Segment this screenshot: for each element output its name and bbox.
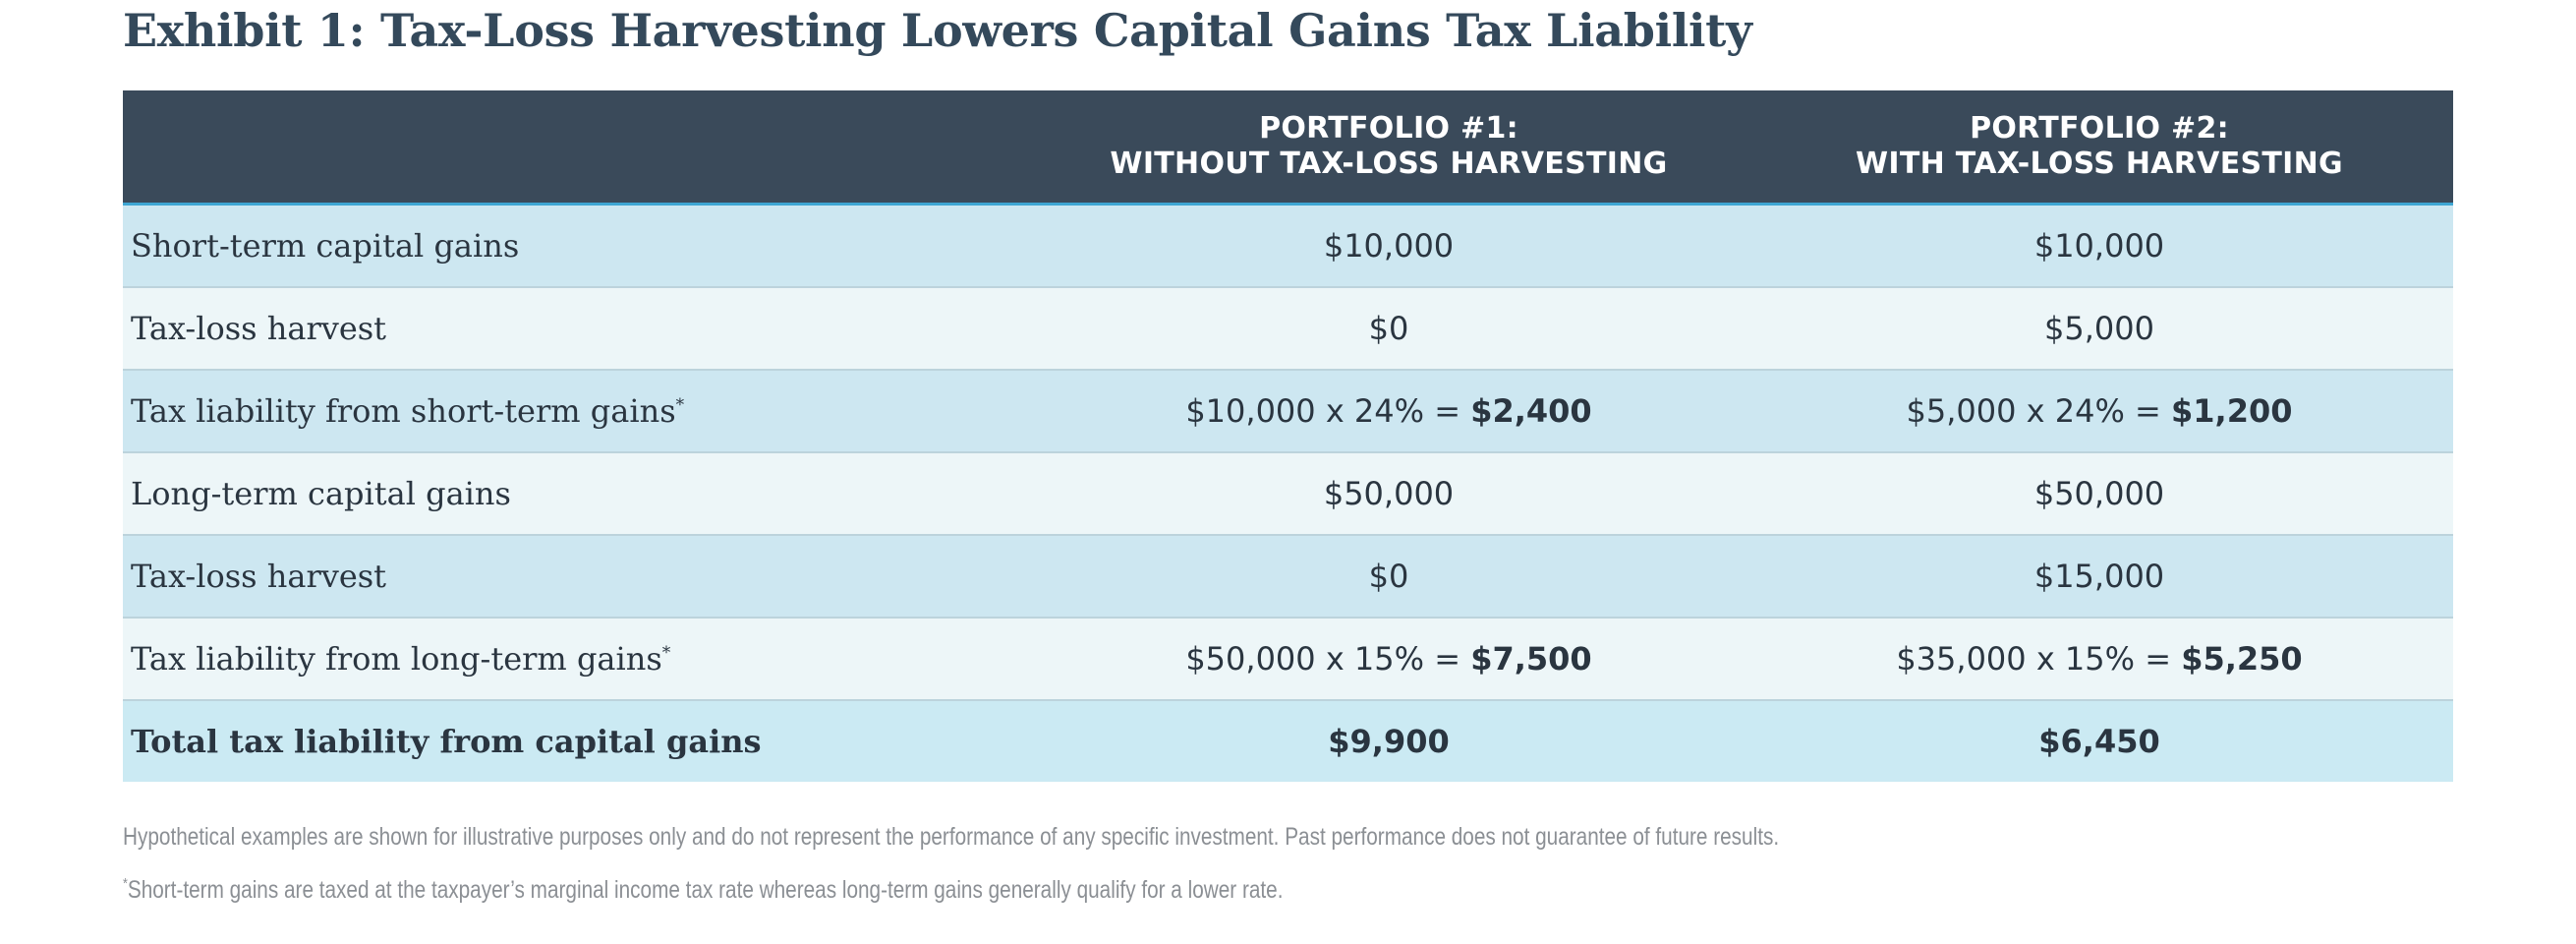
calc-result: $7,500 (1470, 640, 1592, 678)
header-portfolio-1-line-2: WITHOUT TAX-LOSS HARVESTING (1110, 147, 1668, 181)
portfolio-1-value: $50,000 (1032, 452, 1746, 536)
row-label-text: Tax liability from long-term gains (131, 640, 662, 678)
header-portfolio-2-line-1: PORTFOLIO #2: (1970, 111, 2229, 146)
portfolio-2-value: $5,000 (1746, 287, 2453, 371)
total-label: Total tax liability from capital gains (123, 700, 1032, 782)
exhibit: Exhibit 1: Tax-Loss Harvesting Lowers Ca… (123, 0, 2453, 908)
row-label: Long-term capital gains (123, 452, 1032, 536)
table-row: Tax-loss harvest $0 $5,000 (123, 287, 2453, 371)
row-label: Tax liability from long-term gains* (123, 618, 1032, 701)
footnote-marker: * (675, 395, 685, 415)
footnote: *Short-term gains are taxed at the taxpa… (123, 872, 2057, 908)
header-portfolio-1: PORTFOLIO #1: WITHOUT TAX-LOSS HARVESTIN… (1032, 90, 1746, 206)
portfolio-2-value: $50,000 (1746, 452, 2453, 536)
calc-expression: $10,000 x 24% = (1185, 392, 1461, 430)
table-row: Tax liability from long-term gains* $50,… (123, 618, 2453, 701)
table-header-row: PORTFOLIO #1: WITHOUT TAX-LOSS HARVESTIN… (123, 90, 2453, 206)
footnote-marker: * (661, 643, 671, 663)
calc-expression: $50,000 x 15% = (1185, 640, 1461, 678)
portfolio-1-total: $9,900 (1032, 700, 1746, 782)
row-label-text: Tax liability from short-term gains (131, 392, 676, 430)
calc-expression: $5,000 x 24% = (1906, 392, 2161, 430)
portfolio-2-value: $10,000 (1746, 204, 2453, 288)
calc-result: $1,200 (2171, 392, 2293, 430)
footnote-text: Short-term gains are taxed at the taxpay… (127, 876, 1284, 904)
row-label: Tax liability from short-term gains* (123, 370, 1032, 453)
portfolio-2-value: $15,000 (1746, 535, 2453, 619)
portfolio-1-value: $0 (1032, 287, 1746, 371)
portfolio-2-value: $5,000 x 24% = $1,200 (1746, 370, 2453, 453)
calc-result: $2,400 (1470, 392, 1592, 430)
portfolio-2-total: $6,450 (1746, 700, 2453, 782)
row-label: Tax-loss harvest (123, 287, 1032, 371)
table-total-row: Total tax liability from capital gains $… (123, 700, 2453, 782)
header-portfolio-1-line-1: PORTFOLIO #1: (1259, 111, 1518, 146)
table-row: Tax-loss harvest $0 $15,000 (123, 535, 2453, 619)
portfolio-1-value: $0 (1032, 535, 1746, 619)
portfolio-1-value: $10,000 x 24% = $2,400 (1032, 370, 1746, 453)
row-label: Short-term capital gains (123, 204, 1032, 288)
portfolio-1-value: $10,000 (1032, 204, 1746, 288)
header-portfolio-2-line-2: WITH TAX-LOSS HARVESTING (1856, 147, 2343, 181)
row-label: Tax-loss harvest (123, 535, 1032, 619)
portfolio-2-value: $35,000 x 15% = $5,250 (1746, 618, 2453, 701)
exhibit-title: Exhibit 1: Tax-Loss Harvesting Lowers Ca… (123, 4, 1752, 57)
footnote-marker: * (123, 875, 128, 892)
table-row: Short-term capital gains $10,000 $10,000 (123, 204, 2453, 288)
disclaimer-note: Hypothetical examples are shown for illu… (123, 823, 1780, 851)
header-portfolio-2: PORTFOLIO #2: WITH TAX-LOSS HARVESTING (1746, 90, 2453, 206)
table-row: Tax liability from short-term gains* $10… (123, 370, 2453, 453)
portfolio-1-value: $50,000 x 15% = $7,500 (1032, 618, 1746, 701)
calc-expression: $35,000 x 15% = (1896, 640, 2172, 678)
header-label-cell (123, 90, 1032, 206)
calc-result: $5,250 (2181, 640, 2303, 678)
table-row: Long-term capital gains $50,000 $50,000 (123, 452, 2453, 536)
tax-comparison-table: PORTFOLIO #1: WITHOUT TAX-LOSS HARVESTIN… (123, 90, 2453, 782)
